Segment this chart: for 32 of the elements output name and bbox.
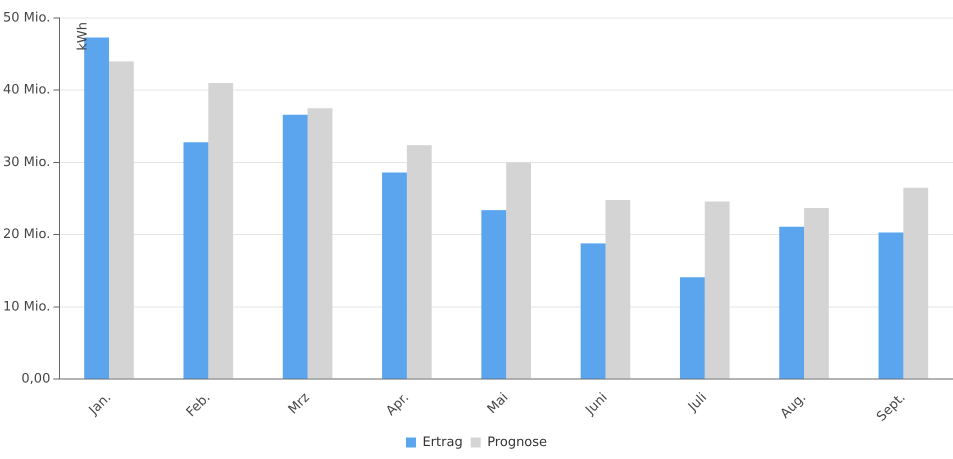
legend-label: Ertrag [422,434,463,450]
bar [183,142,208,379]
y-tick-label: 20 Mio. [2,227,50,242]
bar [779,226,804,379]
y-axis-title: kWh [76,22,91,51]
y-tick-label: 10 Mio. [2,299,50,314]
bar [605,200,630,379]
x-tick-label: Feb. [184,390,214,420]
bar [406,145,432,379]
x-tick-label: Jan. [86,390,114,419]
x-tick-label: Mrz [286,390,313,418]
x-tick-label: Apr. [384,390,412,419]
bar [580,243,606,379]
bar [208,83,234,379]
bar [704,201,730,379]
x-tick-label: Mai [484,390,512,417]
bar [878,232,904,379]
bar [308,108,332,379]
legend-label: Prognose [487,434,548,450]
y-tick-label: 50 Mio. [2,10,50,26]
y-tick-label: 40 Mio. [2,82,50,98]
bar [804,208,829,379]
bar [481,210,506,379]
bar [282,114,308,379]
bar [680,277,705,379]
y-tick-label: 30 Mio. [2,154,50,170]
bar [109,61,134,379]
x-tick-label: Juli [685,390,710,416]
bar [382,172,407,379]
bar [903,188,928,379]
bar [506,162,532,379]
y-tick-label: 0,00 [21,371,50,386]
